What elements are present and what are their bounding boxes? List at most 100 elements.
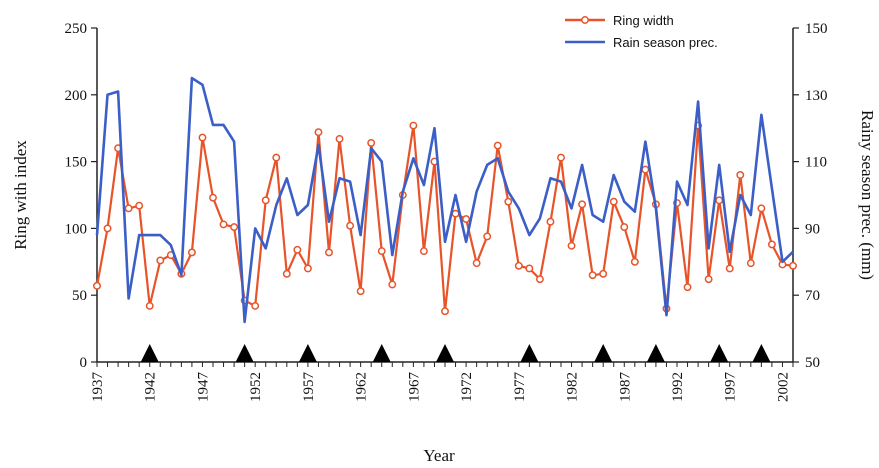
ring-width-point — [641, 165, 650, 174]
right-y-tick-label: 130 — [805, 88, 828, 104]
legend-label: Ring width — [613, 13, 674, 28]
right-y-tick-label: 110 — [805, 155, 827, 171]
ring-width-point — [419, 247, 428, 256]
ring-width-point — [546, 217, 555, 226]
ring-width-point — [230, 223, 239, 232]
ring-width-point — [557, 153, 565, 162]
ring-width-point — [567, 241, 576, 250]
event-triangle-marker — [520, 344, 539, 362]
event-triangle-marker — [235, 344, 254, 362]
ring-width-point — [198, 133, 207, 142]
ring-width-point — [525, 264, 534, 273]
ring-width-point — [124, 204, 133, 213]
ring-width-point — [599, 269, 608, 278]
ring-width-point — [630, 257, 639, 266]
ring-width-line — [95, 124, 794, 313]
ring-width-point — [620, 223, 629, 232]
event-triangle-marker — [140, 344, 159, 362]
ring-width-point — [715, 196, 724, 205]
ring-width-point — [356, 287, 365, 296]
ring-width-point — [261, 196, 270, 205]
ring-width-point — [367, 138, 376, 147]
ring-width-point — [493, 141, 502, 150]
event-triangle-marker — [646, 344, 665, 362]
left-y-axis-title: Ring with index — [11, 140, 30, 250]
ring-width-point — [314, 128, 323, 137]
event-triangle-marker — [710, 344, 729, 362]
ring-width-point — [187, 248, 196, 257]
ring-width-point — [251, 301, 260, 310]
x-tick-label: 1992 — [670, 372, 686, 402]
x-tick-label: 1987 — [617, 372, 633, 403]
x-tick-label: 1982 — [565, 372, 581, 402]
right-y-tick-label: 150 — [805, 21, 828, 37]
ring-width-point — [451, 209, 460, 218]
x-tick-label: 1977 — [512, 372, 528, 403]
x-tick-label: 1957 — [301, 372, 317, 403]
ring-width-point — [388, 280, 397, 289]
left-y-tick-label: 250 — [65, 21, 88, 37]
ring-width-point — [462, 215, 471, 223]
x-tick-label: 1972 — [459, 372, 475, 402]
ring-width-point — [746, 259, 755, 268]
ring-width-point — [767, 240, 776, 249]
ring-width-point — [335, 134, 344, 143]
event-triangle-marker — [594, 344, 613, 362]
event-triangle-marker — [372, 344, 391, 362]
ring-width-point — [293, 245, 302, 254]
x-tick-label: 1947 — [195, 372, 211, 403]
ring-width-point — [377, 247, 386, 256]
ring-width-point — [219, 220, 228, 229]
ring-width-point — [156, 256, 165, 265]
x-tick-label: 1997 — [723, 372, 739, 403]
ring-width-point — [272, 153, 281, 162]
left-y-tick-label: 50 — [72, 288, 87, 304]
ring-width-point — [409, 121, 418, 130]
x-tick-label: 1942 — [143, 372, 159, 402]
ring-width-point — [145, 301, 154, 310]
ring-width-point — [346, 221, 355, 230]
right-y-axis-title: Rainy season prec. (mm) — [858, 110, 877, 280]
x-axis-title: Year — [423, 446, 455, 465]
ring-width-point — [725, 264, 734, 273]
ring-width-point — [103, 224, 112, 233]
ring-width-point — [325, 248, 333, 257]
legend-marker — [581, 16, 589, 24]
rain-season-prec-line — [95, 76, 794, 324]
right-y-tick-label: 50 — [805, 355, 820, 371]
ring-width-point — [514, 261, 523, 270]
x-tick-label: 1967 — [406, 372, 422, 403]
x-tick-label: 1962 — [354, 372, 370, 402]
ring-width-point — [209, 193, 217, 202]
ring-width-point — [282, 269, 291, 278]
event-triangle-marker — [298, 344, 317, 362]
right-y-tick-label: 90 — [805, 221, 820, 237]
x-tick-label: 1952 — [248, 372, 264, 402]
ring-width-point — [736, 171, 745, 179]
ring-width-point — [789, 261, 797, 270]
right-y-tick-label: 70 — [805, 288, 820, 304]
ring-width-point — [757, 204, 766, 213]
left-y-tick-label: 100 — [65, 221, 88, 237]
ring-width-point — [588, 271, 597, 280]
left-y-tick-label: 200 — [65, 88, 88, 104]
ring-width-point — [504, 197, 513, 206]
ring-width-point — [483, 232, 492, 241]
event-triangle-marker — [436, 344, 454, 362]
ring-width-point — [135, 201, 144, 210]
ring-width-point — [441, 307, 449, 316]
left-y-tick-label: 0 — [80, 355, 88, 371]
ring-width-point — [93, 281, 101, 290]
ring-width-point — [609, 197, 618, 206]
ring-width-point — [472, 259, 481, 268]
x-tick-label: 2002 — [775, 372, 791, 402]
ring-width-point — [578, 200, 587, 209]
ring-width-point — [535, 275, 544, 284]
event-triangle-marker — [752, 344, 771, 362]
ring-width-point — [303, 264, 312, 273]
left-y-tick-label: 150 — [65, 155, 88, 171]
legend-label: Rain season prec. — [613, 35, 718, 50]
ring-width-point — [683, 283, 692, 292]
